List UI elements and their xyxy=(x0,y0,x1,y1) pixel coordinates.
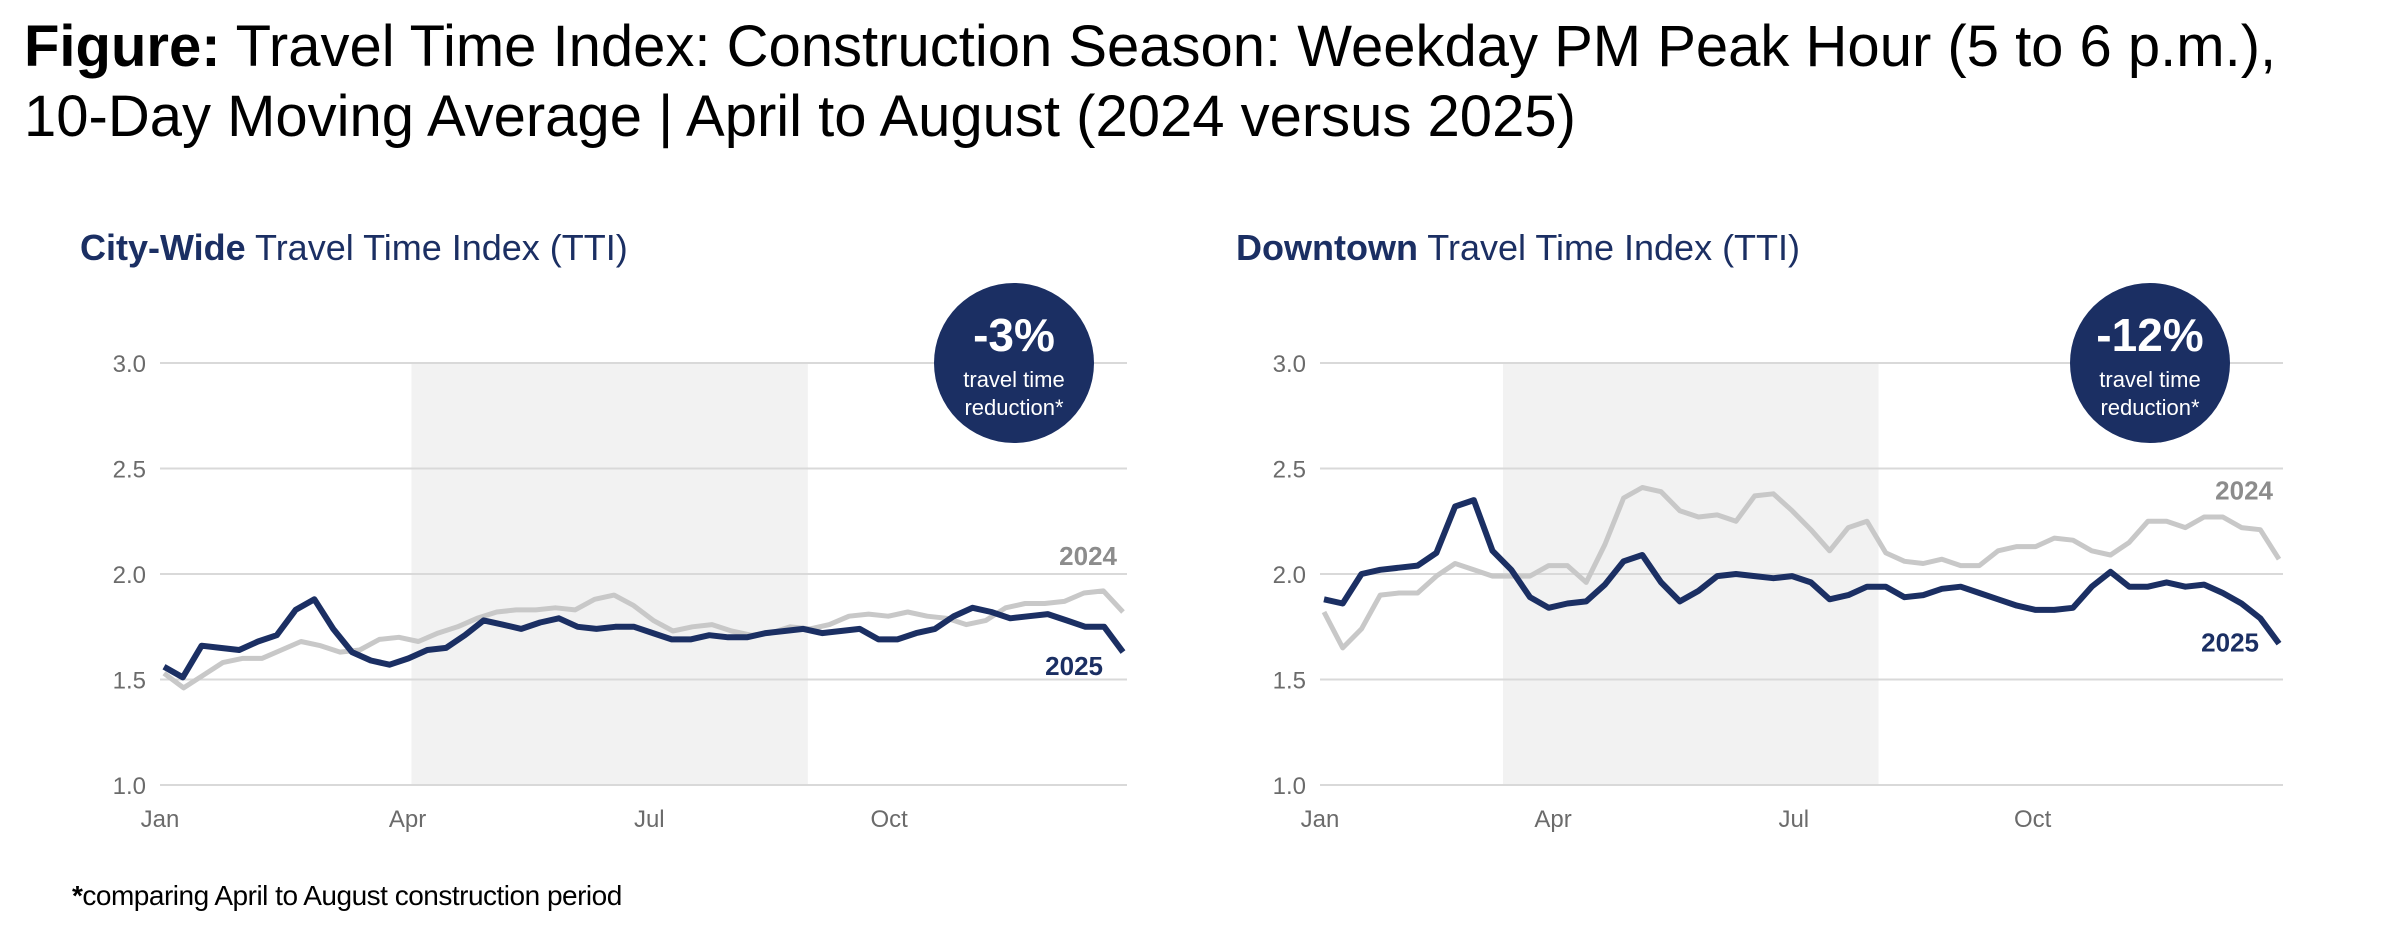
y-tick-label: 1.5 xyxy=(1273,668,1306,695)
badge-line1: travel time xyxy=(963,367,1064,392)
y-tick-label: 3.0 xyxy=(113,351,146,378)
x-tick-label: Jul xyxy=(634,806,665,833)
y-tick-label: 2.0 xyxy=(1273,562,1306,589)
badge-line2: reduction* xyxy=(2100,395,2200,420)
citywide-title-rest: Travel Time Index (TTI) xyxy=(245,227,628,268)
y-tick-label: 2.0 xyxy=(113,562,146,589)
y-tick-label: 2.5 xyxy=(113,457,146,484)
series-line-2024 xyxy=(1321,485,2282,651)
downtown-title-rest: Travel Time Index (TTI) xyxy=(1417,227,1801,268)
badge-line1: travel time xyxy=(2099,367,2200,392)
series-label-2025: 2025 xyxy=(1045,651,1103,681)
badge-line2: reduction* xyxy=(964,395,1064,420)
citywide-chart-title: City-Wide Travel Time Index (TTI) xyxy=(80,227,628,269)
x-tick-label: Jan xyxy=(1301,806,1340,833)
y-tick-label: 2.5 xyxy=(1273,457,1306,484)
footnote-star: * xyxy=(72,880,83,911)
y-tick-label: 1.5 xyxy=(113,668,146,695)
reduction-badge xyxy=(2070,283,2230,443)
x-tick-label: Jan xyxy=(141,806,180,833)
series-label-2024: 2024 xyxy=(1059,541,1117,571)
citywide-tti-chart: 1.0 1.5 2.0 2.5 3.0 Jan Apr Jul Oct 2024 2025 -3% tr… xyxy=(113,283,1127,833)
series-label-2025: 2025 xyxy=(2201,628,2259,658)
x-tick-label: Apr xyxy=(389,806,426,833)
downtown-tti-chart: 1.0 1.5 2.0 2.5 3.0 Jan Apr Jul Oct 2024 2025 -12% t… xyxy=(1273,283,2283,833)
series-line-2025 xyxy=(1323,497,2282,646)
series-line-2025 xyxy=(162,596,1126,681)
downtown-title-bold: Downtown xyxy=(1236,227,1418,268)
series-line-2024 xyxy=(162,588,1125,691)
figure-title: Figure: Travel Time Index: Construction … xyxy=(24,12,2364,152)
y-tick-label: 3.0 xyxy=(1273,351,1306,378)
figure-title-lead: Figure: xyxy=(24,14,221,79)
x-tick-label: Oct xyxy=(870,806,908,833)
figure-title-line1: Travel Time Index: Construction Season: … xyxy=(220,14,2277,79)
x-tick-label: Apr xyxy=(1534,806,1571,833)
x-tick-label: Oct xyxy=(2014,806,2052,833)
figure-title-line2: 10-Day Moving Average | April to August … xyxy=(24,84,1576,149)
citywide-chart-panel: City-Wide Travel Time Index (TTI) 1.0 1.5… xyxy=(80,205,1200,865)
y-tick-label: 1.0 xyxy=(113,773,146,800)
citywide-title-bold: City-Wide xyxy=(80,227,246,268)
downtown-chart-title: Downtown Travel Time Index (TTI) xyxy=(1236,227,1800,269)
downtown-chart-panel: Downtown Travel Time Index (TTI) 1.0 1.5 2… xyxy=(1236,205,2356,865)
footnote: *comparing April to August construction … xyxy=(72,880,622,912)
x-tick-label: Jul xyxy=(1778,806,1809,833)
series-label-2024: 2024 xyxy=(2215,476,2273,506)
y-tick-label: 1.0 xyxy=(1273,773,1306,800)
badge-value: -3% xyxy=(973,309,1055,361)
reduction-badge xyxy=(934,283,1094,443)
badge-value: -12% xyxy=(2096,309,2203,361)
footnote-text: comparing April to August construction p… xyxy=(82,880,622,911)
